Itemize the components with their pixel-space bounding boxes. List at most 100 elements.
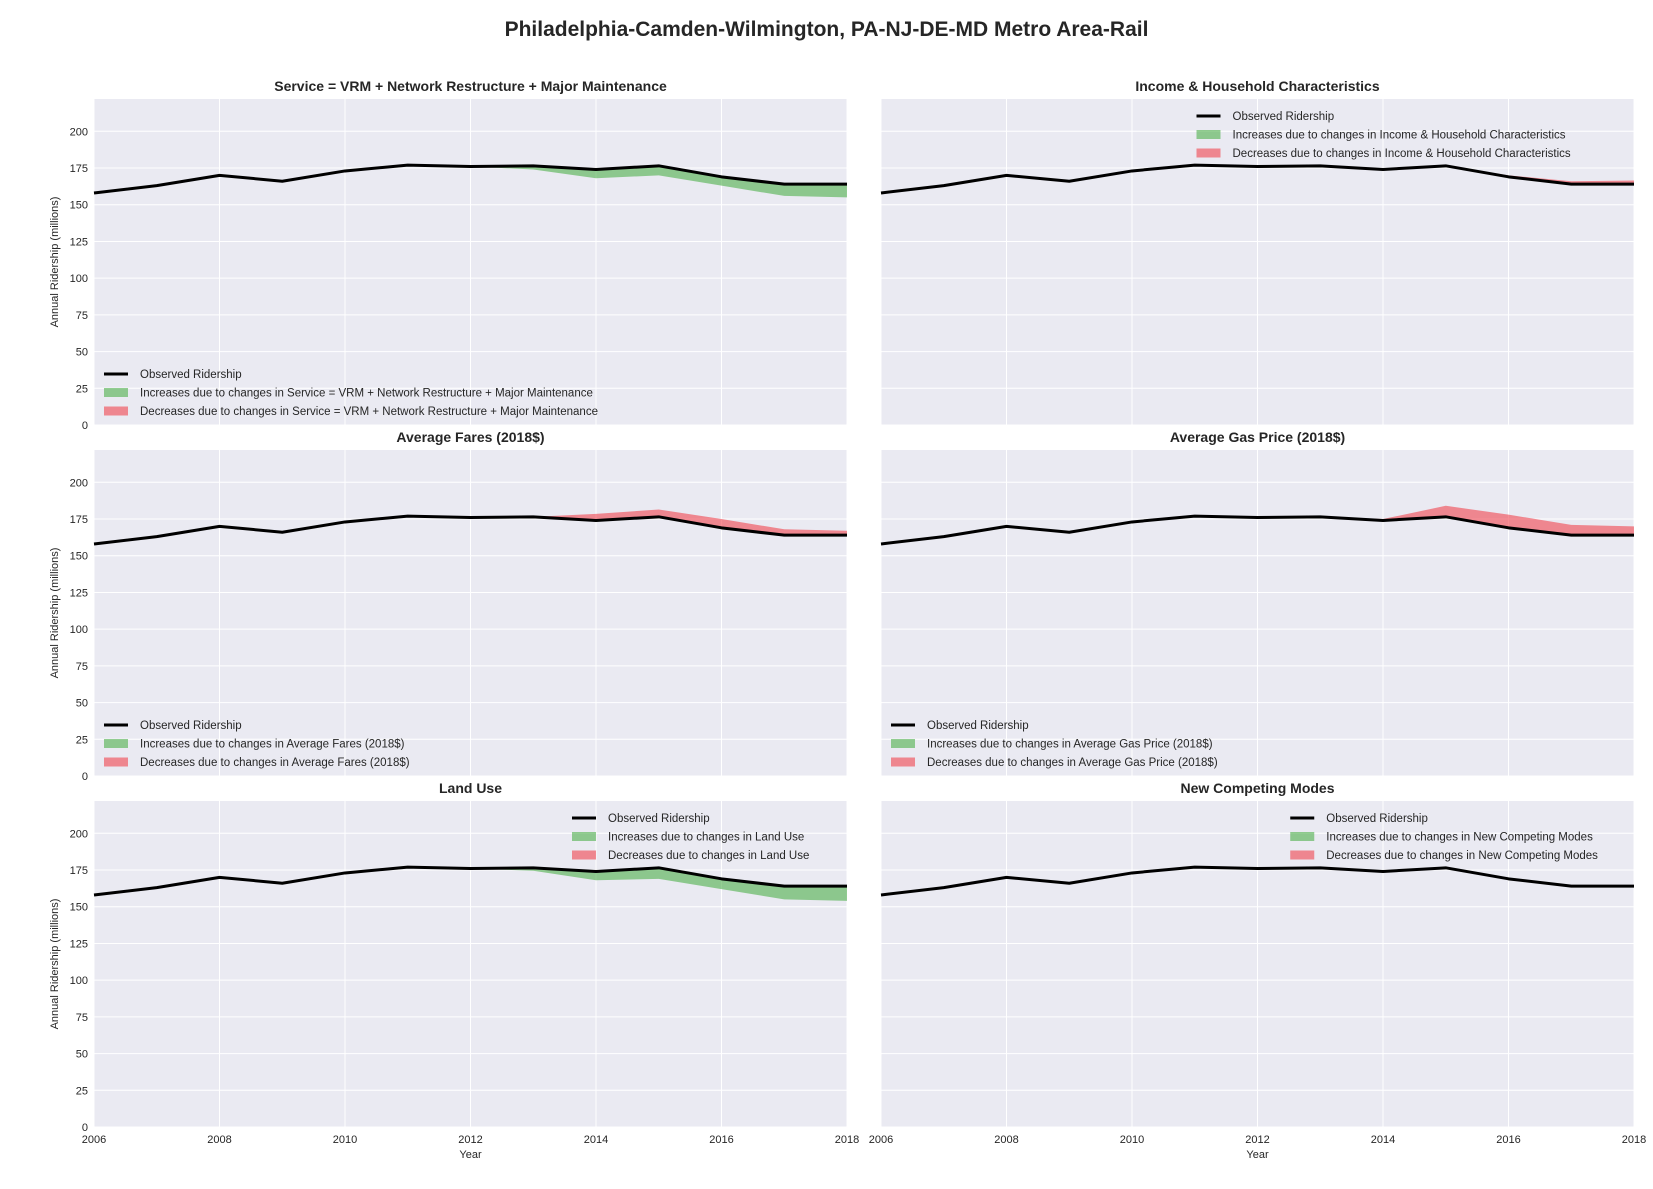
legend: Observed Ridership Increases due to chang… [104, 369, 598, 418]
legend: Observed Ridership Increases due to chang… [1196, 111, 1571, 160]
observed-ridership-line [880, 865, 1634, 897]
legend-label: Observed Ridership [140, 720, 242, 732]
subplot-4: Average Gas Price (2018$) Observed Riders… [880, 429, 1635, 777]
y-tick-label: 25 [76, 1085, 88, 1097]
legend-swatch-increase [1196, 130, 1221, 139]
y-tick-label: 150 [70, 902, 88, 914]
legend: Observed Ridership Increases due to chang… [891, 720, 1218, 769]
x-tick-label: 2008 [207, 1134, 231, 1146]
legend: Observed Ridership Increases due to chang… [1290, 813, 1598, 862]
x-tick-label: 2018 [1622, 1134, 1646, 1146]
subplot-6: New Competing Modes 2006 2008 2010 2012 2014 2… [869, 780, 1646, 1161]
y-tick-label: 100 [70, 975, 88, 987]
legend-swatch-increase [104, 739, 128, 748]
x-tick-label: 2014 [584, 1134, 608, 1146]
legend-swatch-decrease [1290, 850, 1315, 860]
x-tick-label: 2012 [458, 1134, 482, 1146]
y-axis-label: Annual Ridership (millions) [49, 197, 61, 328]
y-tick-label: 50 [76, 1049, 88, 1061]
subplot-title: New Competing Modes [1180, 780, 1334, 796]
y-tick-label: 200 [70, 828, 88, 840]
increase-area [94, 165, 847, 198]
subplot-5: Land Use 0 25 50 75 100 125 150 175 200 Annual Rid… [49, 780, 859, 1161]
legend-label: Observed Ridership [927, 720, 1029, 732]
subplot-3: Average Fares (2018$) 0 25 50 75 100 125 150 175… [49, 429, 848, 783]
observed-ridership-line [880, 514, 1634, 546]
y-tick-label: 0 [82, 420, 88, 432]
legend-label: Decreases due to changes in Service = VR… [140, 406, 598, 418]
increase-area [94, 867, 847, 901]
legend: Observed Ridership Increases due to chang… [104, 720, 410, 769]
y-axis-label: Annual Ridership (millions) [49, 548, 61, 679]
x-tick-label: 2012 [1245, 1134, 1269, 1146]
legend-label: Observed Ridership [608, 813, 710, 825]
y-tick-label: 75 [76, 1012, 88, 1024]
legend-swatch-increase [891, 739, 915, 748]
legend-label: Decreases due to changes in New Competin… [1326, 850, 1598, 862]
x-tick-label: 2006 [869, 1134, 893, 1146]
y-tick-label: 125 [70, 938, 88, 950]
legend-swatch-decrease [891, 757, 915, 767]
y-tick-label: 75 [76, 310, 88, 322]
y-tick-label: 175 [70, 514, 88, 526]
y-tick-label: 25 [76, 383, 88, 395]
y-tick-label: 0 [82, 771, 88, 783]
legend-swatch-decrease [104, 757, 128, 767]
subplot-title: Income & Household Characteristics [1135, 78, 1380, 94]
legend-label: Increases due to changes in Income & Hou… [1233, 130, 1566, 142]
subplot-title: Land Use [439, 780, 502, 796]
x-tick-label: 2010 [333, 1134, 357, 1146]
legend-label: Increases due to changes in New Competin… [1326, 832, 1593, 844]
x-tick-label: 2016 [1496, 1134, 1520, 1146]
legend-swatch-decrease [104, 406, 128, 416]
y-tick-label: 50 [76, 698, 88, 710]
y-axis-label: Annual Ridership (millions) [49, 899, 61, 1030]
subplot-2: Income & Household Characteristics Observ… [880, 78, 1635, 426]
y-tick-label: 150 [70, 200, 88, 212]
subplot-1: Service = VRM + Network Restructure + Ma… [49, 78, 848, 432]
y-tick-label: 175 [70, 865, 88, 877]
x-tick-label: 2016 [709, 1134, 733, 1146]
observed-ridership-line [93, 163, 847, 195]
legend-label: Increases due to changes in Average Fare… [140, 739, 405, 751]
y-tick-label: 100 [70, 273, 88, 285]
x-axis-label: Year [1246, 1149, 1269, 1161]
legend-label: Increases due to changes in Land Use [608, 832, 804, 844]
y-tick-label: 200 [70, 477, 88, 489]
legend-label: Decreases due to changes in Land Use [608, 850, 809, 862]
legend-swatch-increase [572, 832, 596, 841]
y-tick-label: 200 [70, 126, 88, 138]
observed-ridership-line [93, 865, 847, 897]
legend-label: Observed Ridership [1326, 813, 1428, 825]
y-tick-label: 125 [70, 587, 88, 599]
legend-label: Increases due to changes in Average Gas … [927, 739, 1213, 751]
legend-label: Increases due to changes in Service = VR… [140, 388, 593, 400]
x-tick-label: 2008 [994, 1134, 1018, 1146]
x-tick-label: 2006 [82, 1134, 106, 1146]
y-tick-label: 100 [70, 624, 88, 636]
x-tick-label: 2018 [835, 1134, 859, 1146]
legend-label: Decreases due to changes in Income & Hou… [1233, 148, 1571, 160]
y-tick-label: 175 [70, 163, 88, 175]
legend-swatch-increase [1290, 832, 1315, 841]
legend-label: Decreases due to changes in Average Fare… [140, 757, 410, 769]
figure-title: Philadelphia-Camden-Wilmington, PA-NJ-DE… [504, 18, 1149, 41]
y-tick-label: 25 [76, 734, 88, 746]
y-tick-label: 75 [76, 661, 88, 673]
x-axis-label: Year [459, 1149, 482, 1161]
y-tick-label: 0 [82, 1122, 88, 1134]
x-tick-label: 2010 [1120, 1134, 1144, 1146]
legend-swatch-decrease [572, 850, 596, 860]
subplot-title: Average Gas Price (2018$) [1170, 429, 1345, 445]
legend-swatch-decrease [1196, 148, 1221, 158]
subplot-title: Average Fares (2018$) [396, 429, 544, 445]
observed-ridership-line [880, 163, 1634, 195]
y-tick-label: 50 [76, 347, 88, 359]
legend-label: Decreases due to changes in Average Gas … [927, 757, 1218, 769]
legend-label: Observed Ridership [1233, 111, 1335, 123]
legend-swatch-increase [104, 388, 128, 397]
y-tick-label: 150 [70, 551, 88, 563]
y-tick-label: 125 [70, 236, 88, 248]
